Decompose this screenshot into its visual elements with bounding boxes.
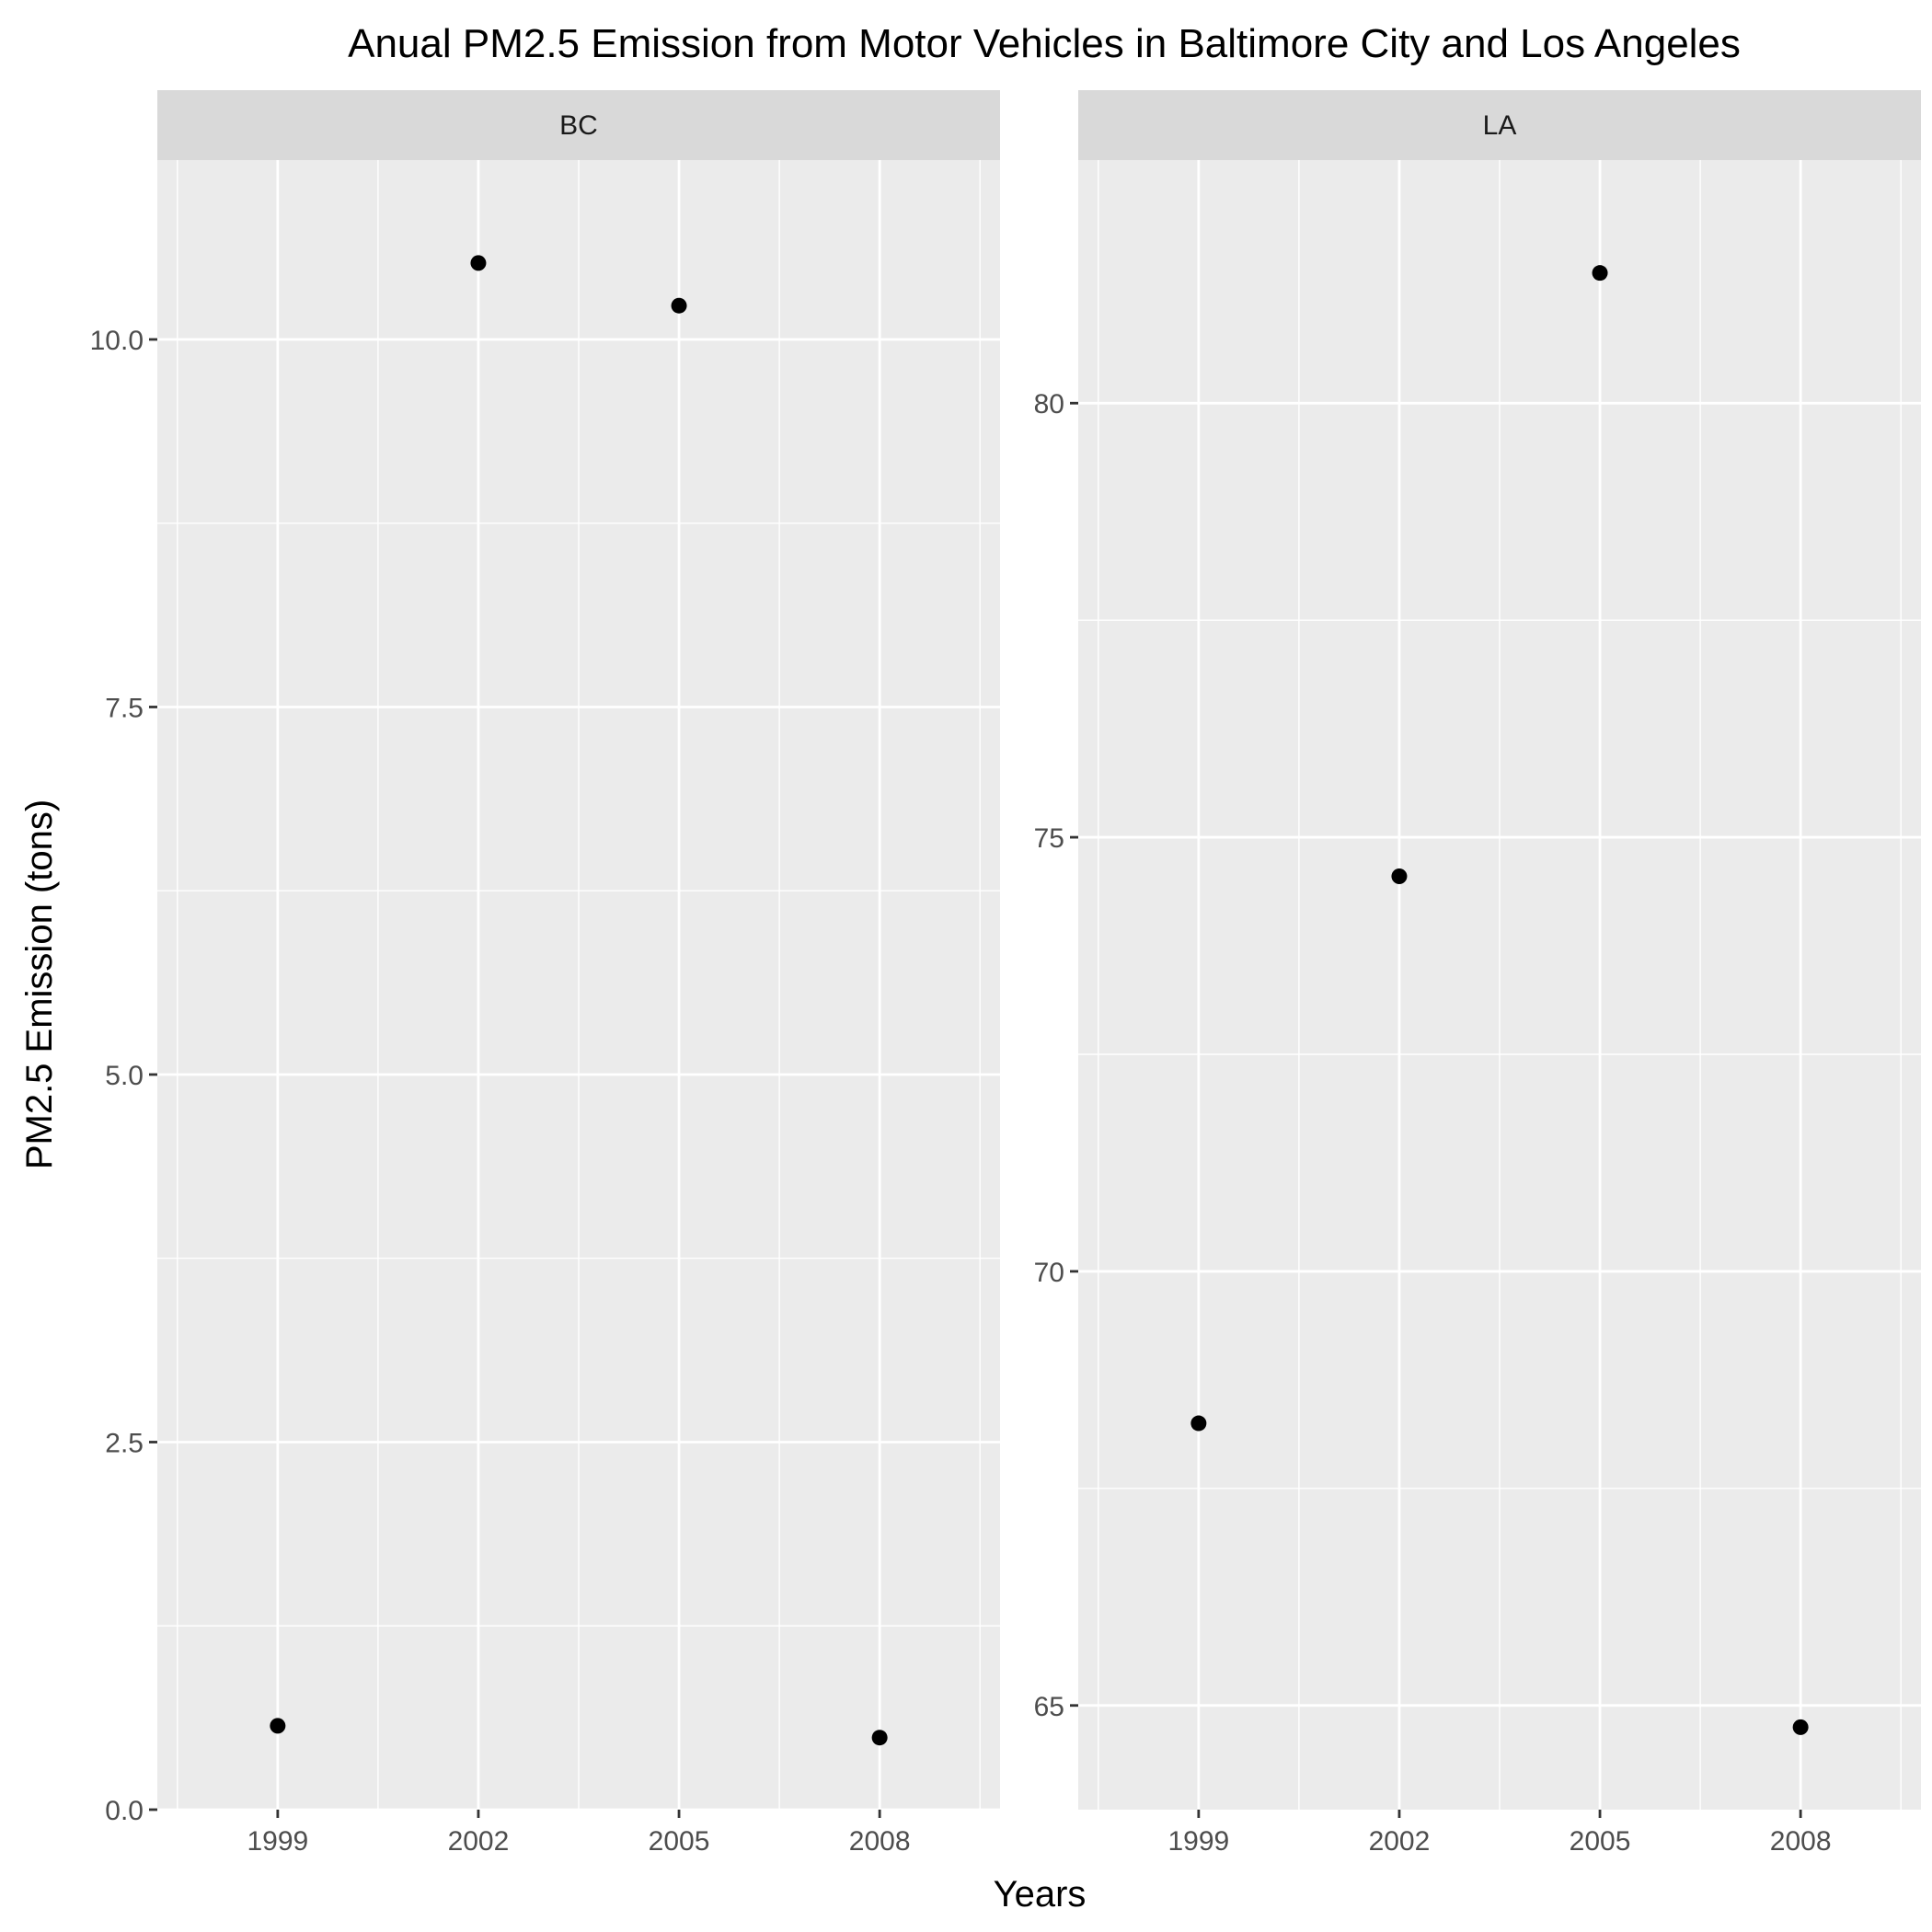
facet-strip — [1078, 90, 1921, 160]
x-axis-title: Years — [994, 1874, 1087, 1915]
data-point — [1190, 1415, 1207, 1432]
y-tick-label: 80 — [1034, 389, 1064, 420]
data-point — [270, 1718, 286, 1734]
x-tick-label: 2002 — [1369, 1826, 1431, 1857]
x-tick-label: 1999 — [247, 1826, 308, 1857]
x-tick-label: 2002 — [448, 1826, 510, 1857]
y-tick-label: 0.0 — [105, 1796, 144, 1826]
data-point — [1592, 265, 1608, 282]
y-tick-label: 65 — [1034, 1692, 1064, 1722]
y-tick-label: 7.5 — [105, 693, 144, 723]
data-point — [671, 297, 687, 314]
facet-strip — [157, 90, 1000, 160]
facet-strip-label: LA — [1483, 110, 1517, 141]
y-tick-label: 2.5 — [105, 1428, 144, 1458]
x-tick-label: 2005 — [1570, 1826, 1631, 1857]
data-point — [871, 1730, 888, 1746]
x-tick-label: 1999 — [1167, 1826, 1229, 1857]
y-tick-label: 5.0 — [105, 1061, 144, 1091]
x-tick-label: 2008 — [849, 1826, 911, 1857]
y-tick-label: 75 — [1034, 823, 1064, 854]
data-point — [470, 255, 487, 271]
facet-strip-label: BC — [559, 110, 598, 141]
facet-panel-la: LA 65 70 75 80 1999 2002 2005 2008 — [1034, 90, 1921, 1857]
facet-panel-bc: BC 0.0 2.5 5.0 7.5 10.0 1999 2002 2005 2008 — [90, 90, 1000, 1857]
data-point — [1391, 868, 1408, 885]
panels-layer: BC 0.0 2.5 5.0 7.5 10.0 1999 2002 2005 2008 LA 65 70… — [90, 90, 1921, 1857]
x-tick-label: 2005 — [649, 1826, 710, 1857]
chart-title: Anual PM2.5 Emission from Motor Vehicles… — [348, 21, 1741, 66]
x-tick-label: 2008 — [1770, 1826, 1832, 1857]
y-tick-label: 10.0 — [90, 326, 144, 356]
data-point — [1792, 1719, 1809, 1735]
y-axis-title: PM2.5 Emission (tons) — [19, 799, 60, 1169]
y-tick-label: 70 — [1034, 1258, 1064, 1288]
